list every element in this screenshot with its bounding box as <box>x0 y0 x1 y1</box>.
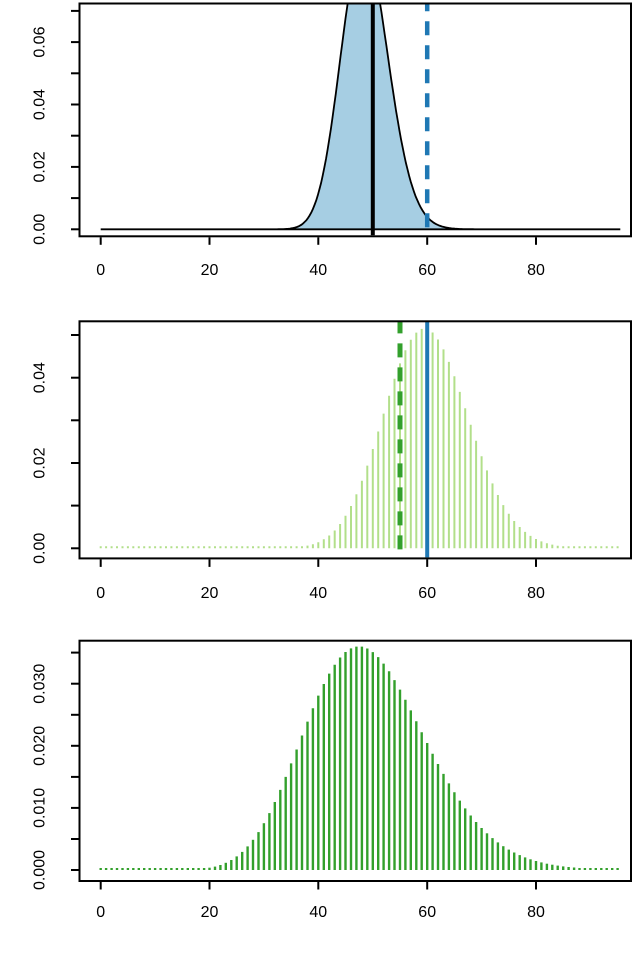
y-tick-label: 0.06 <box>32 26 49 57</box>
y-tick-label: 0.020 <box>32 726 49 766</box>
x-tick-label: 40 <box>309 262 327 279</box>
density-plot-panel: 0 20 40 60 80 0.00 0.02 0.04 0.06 <box>32 2 632 279</box>
x-tick-label: 80 <box>527 585 545 602</box>
pmf-spikes <box>99 328 619 549</box>
x-tick-label: 40 <box>309 904 327 921</box>
plot-box <box>78 320 632 560</box>
negbinom-pmf-panel: 0 20 40 60 80 0.000 0.010 0.020 0.030 <box>32 639 632 921</box>
y-tick-label: 0.04 <box>32 89 49 120</box>
y-tick-label: 0.04 <box>32 362 49 393</box>
x-tick-label: 20 <box>201 262 219 279</box>
y-tick-label: 0.000 <box>32 850 49 890</box>
x-tick-label: 60 <box>418 262 436 279</box>
x-tick-label: 60 <box>418 904 436 921</box>
plot-box <box>78 639 632 883</box>
x-tick-label: 40 <box>309 585 327 602</box>
y-tick-label: 0.02 <box>32 447 49 478</box>
x-tick-label: 0 <box>96 904 105 921</box>
x-tick-label: 80 <box>527 904 545 921</box>
x-tick-label: 20 <box>201 904 219 921</box>
y-tick-label: 0.030 <box>32 664 49 704</box>
y-tick-label: 0.010 <box>32 788 49 828</box>
pmf-spikes <box>99 646 619 870</box>
y-tick-label: 0.00 <box>32 533 49 564</box>
x-tick-label: 0 <box>96 262 105 279</box>
y-tick-label: 0.02 <box>32 151 49 182</box>
y-tick-label: 0.00 <box>32 214 49 245</box>
density-curve <box>100 3 621 231</box>
poisson-pmf-panel: 0 20 40 60 80 0.00 0.02 0.04 <box>32 320 632 602</box>
x-tick-label: 80 <box>527 262 545 279</box>
x-tick-label: 0 <box>96 585 105 602</box>
x-tick-label: 60 <box>418 585 436 602</box>
x-tick-label: 20 <box>201 585 219 602</box>
plot-box <box>78 2 632 238</box>
